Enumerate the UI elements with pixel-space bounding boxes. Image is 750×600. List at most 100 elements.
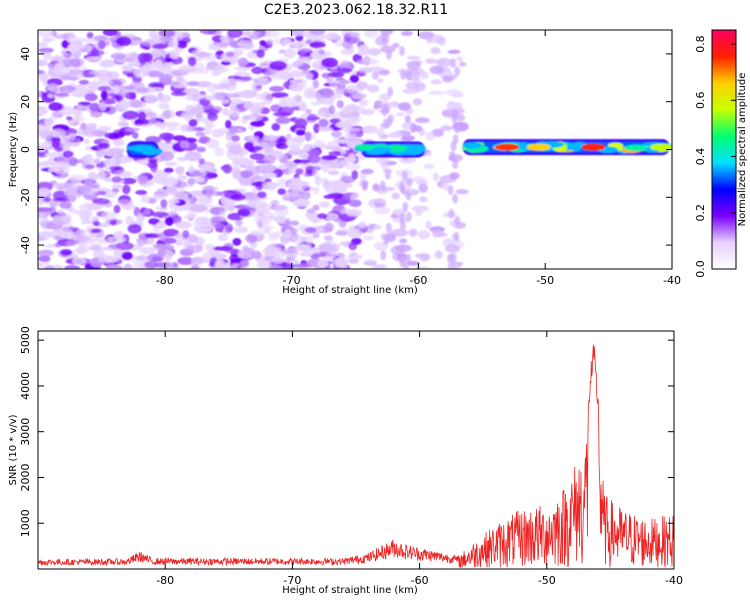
noise-blob <box>339 149 347 155</box>
noise-blob <box>54 147 64 152</box>
noise-blob <box>109 166 121 171</box>
noise-blob <box>283 48 297 58</box>
noise-blob <box>324 222 334 233</box>
noise-blob <box>349 116 363 121</box>
noise-blob <box>144 260 159 269</box>
noise-blob <box>112 138 125 147</box>
noise-blob <box>289 227 299 234</box>
noise-blob <box>284 228 292 239</box>
noise-blob <box>120 177 137 185</box>
noise-blob <box>259 62 269 67</box>
noise-blob <box>374 206 391 215</box>
noise-blob <box>257 203 273 213</box>
noise-blob <box>38 70 45 75</box>
noise-blob <box>362 235 375 241</box>
noise-blob <box>147 180 155 186</box>
noise-blob <box>447 49 461 54</box>
noise-blob <box>358 44 370 54</box>
x-axis-label: Height of straight line (km) <box>282 585 418 596</box>
signal-blob <box>411 144 423 153</box>
noise-blob <box>206 250 220 256</box>
noise-blob <box>71 118 82 124</box>
noise-blob <box>172 191 189 199</box>
noise-blob <box>250 146 264 151</box>
noise-blob <box>406 55 421 60</box>
noise-blob <box>269 85 285 92</box>
noise-blob <box>214 147 225 158</box>
noise-blob <box>295 129 306 136</box>
signal-peak <box>649 143 672 151</box>
noise-blob <box>410 176 426 182</box>
noise-blob <box>176 76 185 82</box>
noise-blob <box>453 231 460 242</box>
noise-blob <box>166 125 179 132</box>
noise-blob <box>62 150 74 158</box>
noise-blob <box>221 108 229 116</box>
noise-blob <box>297 151 309 156</box>
noise-blob <box>203 185 216 195</box>
noise-blob <box>136 212 146 222</box>
noise-blob <box>117 90 128 96</box>
noise-blob <box>74 184 91 194</box>
noise-blob <box>137 52 150 63</box>
noise-blob <box>305 108 312 115</box>
noise-blob <box>56 229 74 238</box>
noise-blob <box>123 263 132 269</box>
noise-blob <box>347 127 362 132</box>
noise-blob <box>237 40 254 48</box>
noise-blob <box>293 159 303 164</box>
noise-blob <box>336 100 344 109</box>
noise-blob <box>69 209 84 214</box>
noise-blob <box>83 127 99 137</box>
noise-blob <box>102 30 118 37</box>
noise-blob <box>75 85 88 96</box>
noise-blob <box>323 194 337 199</box>
noise-blob <box>238 177 254 185</box>
noise-blob <box>129 53 139 62</box>
noise-blob <box>336 67 353 74</box>
colorbar-tick-label: 0.8 <box>694 35 707 53</box>
noise-blob <box>225 119 232 129</box>
noise-blob <box>101 211 118 221</box>
noise-blob <box>98 79 114 87</box>
noise-blob <box>225 51 235 58</box>
noise-blob <box>304 145 311 152</box>
noise-blob <box>119 99 131 110</box>
noise-blob <box>198 94 206 100</box>
noise-blob <box>281 249 298 254</box>
noise-blob <box>164 57 173 63</box>
noise-blob <box>191 49 203 57</box>
noise-blob <box>346 163 361 171</box>
noise-blob <box>405 190 412 201</box>
noise-blob <box>117 121 130 127</box>
signal-blob <box>624 144 648 152</box>
noise-blob <box>92 198 110 205</box>
noise-blob <box>237 208 251 217</box>
noise-blob <box>372 264 388 269</box>
noise-blob <box>305 72 314 80</box>
noise-blob <box>360 168 374 175</box>
snr-line-chart: -80 -70 -60 -50 -40 1000 2000 3000 4000 5000 Heigh… <box>8 326 683 596</box>
noise-blob <box>83 139 91 144</box>
noise-layer <box>38 30 469 269</box>
noise-blob <box>38 106 49 116</box>
noise-blob <box>40 161 56 166</box>
noise-blob <box>137 240 144 247</box>
noise-blob <box>70 70 84 81</box>
noise-blob <box>152 243 167 249</box>
noise-blob <box>113 204 121 214</box>
noise-blob <box>67 132 76 141</box>
noise-blob <box>239 76 253 81</box>
noise-blob <box>269 60 287 71</box>
noise-blob <box>67 43 80 53</box>
noise-blob <box>361 125 378 134</box>
noise-blob <box>190 264 200 269</box>
noise-blob <box>39 72 49 83</box>
noise-blob <box>398 102 411 111</box>
noise-blob <box>349 251 357 257</box>
noise-blob <box>244 31 261 36</box>
noise-blob <box>78 79 90 86</box>
noise-blob <box>204 243 215 251</box>
noise-blob <box>54 33 70 40</box>
noise-blob <box>45 264 54 269</box>
